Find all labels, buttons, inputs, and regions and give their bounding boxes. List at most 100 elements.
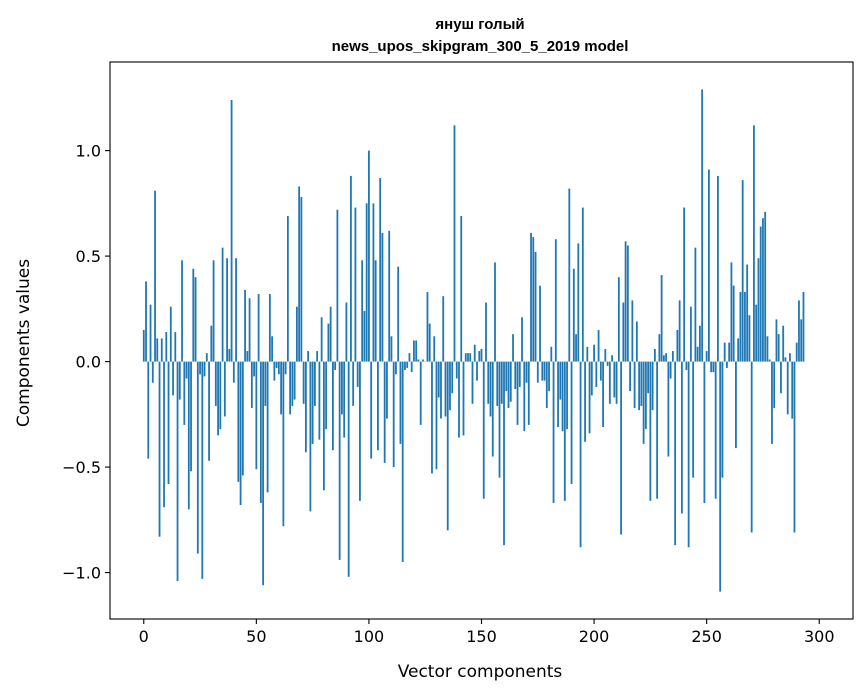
bar-133 [442, 296, 445, 362]
bar-104 [377, 361, 379, 451]
bar-135 [446, 361, 449, 531]
bar-105 [379, 178, 382, 362]
y-axis-ticks: −1.0 −0.5 0.0 0.5 1.0 [62, 142, 110, 583]
bar-203 [599, 361, 602, 381]
bar-267 [744, 291, 746, 362]
bar-194 [579, 361, 582, 548]
x-tick-label: 200 [579, 627, 610, 646]
bar-15 [176, 361, 179, 582]
bar-139 [455, 361, 458, 379]
bar-275 [762, 218, 764, 362]
bar-282 [777, 334, 780, 362]
bar-257 [721, 361, 724, 478]
bar-220 [638, 361, 641, 411]
x-tick-label: 0 [139, 627, 149, 646]
bar-226 [651, 361, 654, 411]
bar-249 [703, 361, 706, 503]
bar-85 [334, 361, 337, 371]
bar-88 [341, 361, 343, 415]
bar-22 [192, 268, 195, 362]
bar-182 [552, 361, 555, 503]
bar-155 [491, 361, 494, 457]
bar-37 [226, 258, 228, 362]
bar-283 [780, 361, 782, 394]
bar-68 [295, 306, 298, 362]
bar-3 [149, 304, 152, 362]
bar-0 [142, 329, 145, 362]
bar-157 [496, 361, 499, 406]
bar-253 [712, 361, 715, 373]
bar-265 [739, 291, 742, 362]
bar-286 [786, 361, 789, 415]
bar-77 [316, 351, 319, 362]
bar-270 [750, 361, 753, 533]
bar-276 [764, 211, 767, 362]
bar-164 [512, 334, 514, 362]
chart-title-line1: януш голый [435, 16, 524, 33]
bar-179 [545, 361, 548, 409]
bar-268 [746, 264, 749, 362]
bar-222 [642, 361, 645, 444]
bar-20 [187, 361, 190, 510]
bar-288 [791, 361, 794, 419]
bar-52 [259, 361, 262, 503]
bar-229 [658, 334, 661, 362]
bar-266 [741, 180, 744, 362]
bar-248 [701, 89, 704, 362]
bar-291 [798, 300, 800, 362]
bar-284 [782, 325, 785, 362]
bar-156 [494, 262, 496, 362]
bar-4 [151, 361, 154, 383]
bar-243 [689, 306, 692, 362]
bar-91 [347, 361, 350, 577]
bar-269 [748, 315, 751, 362]
bar-69 [298, 186, 301, 362]
bar-1 [145, 281, 147, 362]
bar-143 [464, 353, 467, 362]
bar-174 [534, 251, 537, 362]
y-tick-label: 0.5 [76, 247, 101, 266]
bar-191 [572, 268, 575, 362]
bar-34 [219, 361, 222, 430]
bar-95 [356, 361, 359, 387]
bar-73 [307, 351, 310, 362]
bar-217 [631, 300, 634, 362]
bar-87 [338, 361, 341, 560]
bar-86 [336, 209, 339, 362]
bar-82 [327, 323, 330, 362]
bar-40 [232, 361, 235, 383]
bar-223 [644, 361, 647, 430]
bar-149 [478, 351, 481, 362]
bar-158 [498, 361, 501, 478]
bar-89 [343, 361, 346, 438]
bar-168 [521, 317, 523, 362]
bar-72 [304, 361, 307, 453]
bar-136 [449, 361, 451, 411]
bar-43 [239, 361, 242, 506]
bar-134 [444, 361, 447, 417]
bar-65 [289, 361, 292, 415]
bar-237 [676, 329, 679, 362]
bar-119 [410, 361, 413, 373]
bar-171 [527, 361, 530, 425]
bar-211 [617, 277, 620, 362]
bar-53 [262, 361, 264, 586]
bar-274 [759, 226, 762, 362]
bar-187 [563, 361, 566, 501]
bar-230 [660, 275, 663, 362]
bar-240 [683, 207, 686, 362]
bar-122 [417, 359, 420, 362]
bar-234 [669, 361, 672, 379]
bar-250 [705, 351, 708, 362]
bar-206 [606, 361, 609, 366]
bar-123 [419, 361, 422, 425]
bar-36 [223, 361, 226, 417]
bar-273 [757, 258, 760, 362]
x-axis-ticks: 0 50 100 150 200 250 300 [139, 619, 835, 646]
bar-61 [280, 361, 283, 415]
bar-189 [568, 188, 571, 362]
bar-277 [766, 336, 769, 362]
bar-54 [264, 361, 267, 406]
bar-245 [694, 247, 697, 362]
bar-101 [370, 361, 373, 459]
